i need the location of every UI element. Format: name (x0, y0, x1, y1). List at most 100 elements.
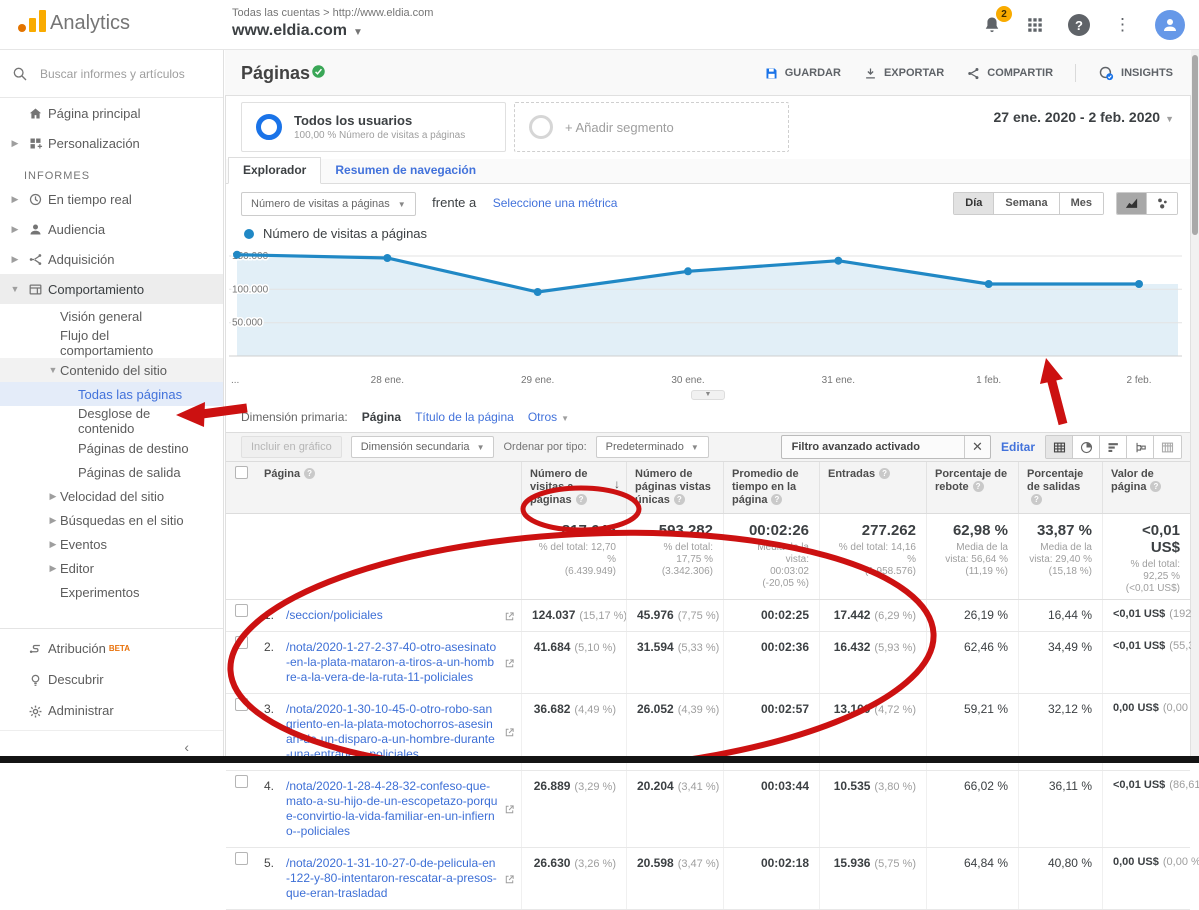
sidebar-item-behavior[interactable]: ▼ Comportamiento (0, 274, 223, 304)
column-header-n-mero-de-p-ginas-vistas-nicas[interactable]: Número de páginas vistas únicas? (626, 462, 723, 513)
plot-rows-button[interactable]: Incluir en gráfico (241, 436, 342, 458)
insights-button[interactable]: INSIGHTS (1098, 65, 1173, 82)
sidebar-item-events[interactable]: ▶ Eventos (0, 532, 223, 556)
sidebar-item-customization[interactable]: ▶ Personalización (0, 128, 223, 158)
table-view-button[interactable] (1046, 436, 1073, 458)
avatar[interactable] (1155, 10, 1185, 40)
search-input[interactable] (38, 65, 188, 82)
sidebar-item-site-speed[interactable]: ▶ Velocidad del sitio (0, 484, 223, 508)
help-icon[interactable]: ? (1068, 14, 1090, 36)
column-header-promedio-de-tiempo-en-la-p-gina[interactable]: Promedio de tiempo en la página? (723, 462, 819, 513)
sidebar-item-site-content[interactable]: ▼ Contenido del sitio (0, 358, 223, 382)
bulb-icon (28, 673, 43, 688)
open-page-button[interactable] (504, 725, 515, 739)
sidebar-item-publisher[interactable]: ▶ Editor (0, 556, 223, 580)
column-header-porcentaje-de-rebote[interactable]: Porcentaje de rebote? (926, 462, 1018, 513)
help-tooltip-icon[interactable]: ? (575, 494, 587, 505)
sidebar-item-experiments[interactable]: Experimentos (0, 580, 223, 604)
open-page-button[interactable] (504, 802, 515, 816)
performance-view-button[interactable] (1100, 436, 1127, 458)
page-link[interactable]: /nota/2020-1-27-2-37-40-otro-asesinato-e… (286, 640, 497, 684)
chart-expand-handle[interactable]: ▼ (691, 390, 725, 400)
share-button[interactable]: COMPARTIR (966, 66, 1053, 81)
overflow-menu-icon[interactable]: ⋮ (1114, 15, 1131, 34)
row-checkbox[interactable] (234, 636, 248, 649)
sidebar-item-exit-pages[interactable]: Páginas de salida (0, 460, 223, 484)
date-range-selector[interactable]: 27 ene. 2020 - 2 feb. 2020 ▼ (994, 109, 1174, 125)
dimension-option-t-tulo-de-la-p-gina[interactable]: Título de la página (415, 410, 514, 424)
page-link[interactable]: /nota/2020-1-28-4-28-32-confeso-que-mato… (286, 779, 498, 838)
comparison-view-button[interactable] (1127, 436, 1154, 458)
sidebar-item-discover[interactable]: Descubrir (0, 664, 223, 695)
column-header-entradas[interactable]: Entradas? (819, 462, 926, 513)
dimension-option-p-gina[interactable]: Página (361, 410, 402, 424)
check-badge-icon (311, 64, 326, 79)
apps-grid-icon[interactable] (1026, 16, 1044, 34)
column-header-n-mero-de-visitas-a-p-ginas[interactable]: Número de visitas a páginas? ↓ (521, 462, 626, 513)
open-page-button[interactable] (504, 656, 515, 670)
scrollbar-thumb[interactable] (1192, 55, 1198, 235)
sidebar-item-behavior-flow[interactable]: Flujo del comportamiento (0, 328, 223, 358)
column-header-porcentaje-de-salidas[interactable]: Porcentaje de salidas? (1018, 462, 1102, 513)
row-checkbox[interactable] (234, 698, 248, 711)
column-header-label: Porcentaje de rebote (935, 468, 1008, 493)
sidebar-item-realtime[interactable]: ▶ En tiempo real (0, 184, 223, 214)
sidebar-item-audience[interactable]: ▶ Audiencia (0, 214, 223, 244)
sidebar-item-admin[interactable]: Administrar (0, 695, 223, 726)
sort-type-dropdown[interactable]: Predeterminado ▼ (595, 436, 709, 458)
sidebar-item-acquisition[interactable]: ▶ Adquisición (0, 244, 223, 274)
analytics-logo-icon[interactable] (18, 10, 46, 32)
notifications-button[interactable]: 2 (982, 6, 1012, 35)
sidebar-item-behavior-overview[interactable]: Visión general (0, 304, 223, 328)
select-all-checkbox[interactable] (234, 466, 248, 479)
secondary-dimension-dropdown[interactable]: Dimensión secundaria ▼ (350, 436, 495, 458)
search-bar[interactable] (0, 50, 223, 98)
edit-filter-link[interactable]: Editar (1000, 440, 1035, 454)
sidebar-item-landing-pages[interactable]: Páginas de destino (0, 436, 223, 460)
column-header-valor-de-p-gina[interactable]: Valor de página? (1102, 462, 1190, 513)
line-chart-view-button[interactable] (1117, 193, 1147, 214)
motion-chart-view-button[interactable] (1147, 193, 1177, 214)
sidebar-item-attribution[interactable]: Atribución BETA (0, 633, 223, 664)
help-tooltip-icon[interactable]: ? (304, 468, 316, 479)
sidebar-item-label: Descubrir (48, 672, 104, 687)
export-button[interactable]: EXPORTAR (863, 66, 944, 81)
row-checkbox[interactable] (234, 604, 248, 617)
page-link[interactable]: /seccion/policiales (286, 608, 383, 622)
sidebar-item-content-drilldown[interactable]: Desglose de contenido (0, 406, 223, 436)
sidebar-item-all-pages[interactable]: Todas las páginas (0, 382, 223, 406)
row-checkbox[interactable] (234, 775, 248, 788)
remove-filter-button[interactable]: ✕ (963, 436, 990, 458)
help-tooltip-icon[interactable]: ? (972, 481, 984, 492)
help-tooltip-icon[interactable]: ? (1150, 481, 1162, 492)
select-metric-link[interactable]: Seleccione una métrica (492, 196, 618, 210)
collapse-sidebar-button[interactable]: ‹ (0, 730, 223, 763)
row-checkbox[interactable] (234, 852, 248, 865)
open-page-button[interactable] (504, 609, 515, 623)
dimension-option-otros[interactable]: Otros ▼ (527, 410, 570, 424)
pivot-view-button[interactable] (1154, 436, 1181, 458)
percentage-view-button[interactable] (1073, 436, 1100, 458)
tab-explorador[interactable]: Explorador (228, 157, 322, 184)
metric-dropdown[interactable]: Número de visitas a páginas ▼ (241, 192, 416, 216)
chevron-down-icon: ▼ (1165, 114, 1174, 124)
page-link[interactable]: /nota/2020-1-30-10-45-0-otro-robo-sangri… (286, 702, 495, 761)
save-button[interactable]: GUARDAR (764, 66, 841, 81)
sidebar-item-site-search[interactable]: ▶ Búsquedas en el sitio (0, 508, 223, 532)
page-link[interactable]: /nota/2020-1-31-10-27-0-de-pelicula-en-1… (286, 856, 497, 900)
help-tooltip-icon[interactable]: ? (771, 494, 783, 505)
granularity-semana-button[interactable]: Semana (994, 193, 1060, 214)
property-selector[interactable]: www.eldia.com ▼ (232, 22, 363, 40)
tab-resumen-de-navegaci-n[interactable]: Resumen de navegación (335, 163, 477, 177)
open-page-button[interactable] (504, 872, 515, 886)
column-header-p-gina[interactable]: Página? (256, 462, 521, 513)
segment-all-users[interactable]: Todos los usuarios 100,00 % Número de vi… (241, 102, 506, 152)
help-tooltip-icon[interactable]: ? (673, 494, 685, 505)
sidebar-item-home[interactable]: Página principal (0, 98, 223, 128)
help-tooltip-icon[interactable]: ? (1031, 494, 1042, 505)
granularity-día-button[interactable]: Día (954, 193, 995, 214)
granularity-mes-button[interactable]: Mes (1059, 193, 1103, 214)
add-segment-button[interactable]: + Añadir segmento (514, 102, 789, 152)
sidebar-item-label: Velocidad del sitio (60, 488, 165, 504)
help-tooltip-icon[interactable]: ? (879, 468, 891, 479)
